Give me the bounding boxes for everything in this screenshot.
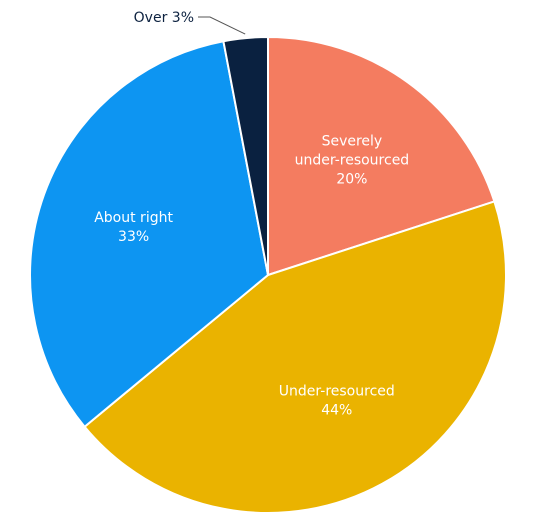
slice-under-resourced xyxy=(83,200,507,514)
slice-value-under-resourced: 44% xyxy=(321,403,352,419)
slice-name-severely-under-resourced: Severely xyxy=(322,134,383,150)
leader-line-over xyxy=(198,16,246,35)
slice-severely-under-resourced xyxy=(267,35,496,277)
slice-value-about-right: 33% xyxy=(118,229,149,245)
slice-name-under-resourced: Under-resourced xyxy=(279,384,395,400)
slice-label-over: Over 3% xyxy=(134,10,194,26)
slice-value-severely-under-resourced: 20% xyxy=(336,172,367,188)
slice-over xyxy=(222,35,269,276)
slice-name-about-right: About right xyxy=(94,210,173,226)
pie-slices xyxy=(29,35,507,514)
slice-label-about-right: About right 33% xyxy=(94,210,173,245)
slice-label-severely-under-resourced: Severely under-resourced 20% xyxy=(295,134,410,188)
slice-label-under-resourced: Under-resourced 44% xyxy=(279,384,395,419)
pie-labels: Severely under-resourced 20% Under-resource… xyxy=(94,10,409,419)
slice-about-right xyxy=(29,40,270,429)
slice-name-severely-under-resourced: under-resourced xyxy=(295,153,410,169)
